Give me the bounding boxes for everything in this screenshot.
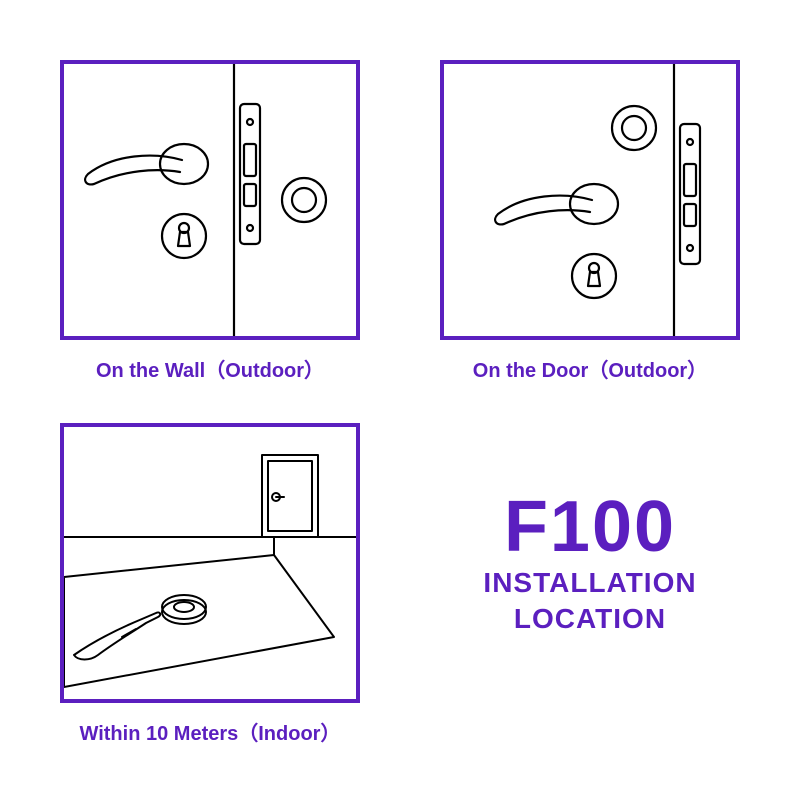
caption-door: On the Door（Outdoor） bbox=[473, 354, 707, 383]
diagram-door-outdoor bbox=[444, 64, 736, 336]
title-sub-1: INSTALLATION bbox=[483, 567, 696, 599]
panel-door: On the Door（Outdoor） bbox=[430, 60, 750, 383]
diagram-wall-outdoor bbox=[64, 64, 356, 336]
diagram-indoor-room bbox=[64, 427, 356, 699]
title-main: F100 bbox=[504, 491, 676, 563]
caption-indoor: Within 10 Meters（Indoor） bbox=[80, 717, 341, 746]
title-sub-2: LOCATION bbox=[514, 603, 666, 635]
frame-indoor bbox=[60, 423, 360, 703]
frame-wall bbox=[60, 60, 360, 340]
title-block: F100 INSTALLATION LOCATION bbox=[483, 423, 696, 703]
frame-door bbox=[440, 60, 740, 340]
panel-indoor: Within 10 Meters（Indoor） bbox=[50, 423, 370, 746]
panel-wall: On the Wall（Outdoor） bbox=[50, 60, 370, 383]
title-cell: F100 INSTALLATION LOCATION bbox=[430, 423, 750, 746]
caption-wall: On the Wall（Outdoor） bbox=[96, 354, 324, 383]
